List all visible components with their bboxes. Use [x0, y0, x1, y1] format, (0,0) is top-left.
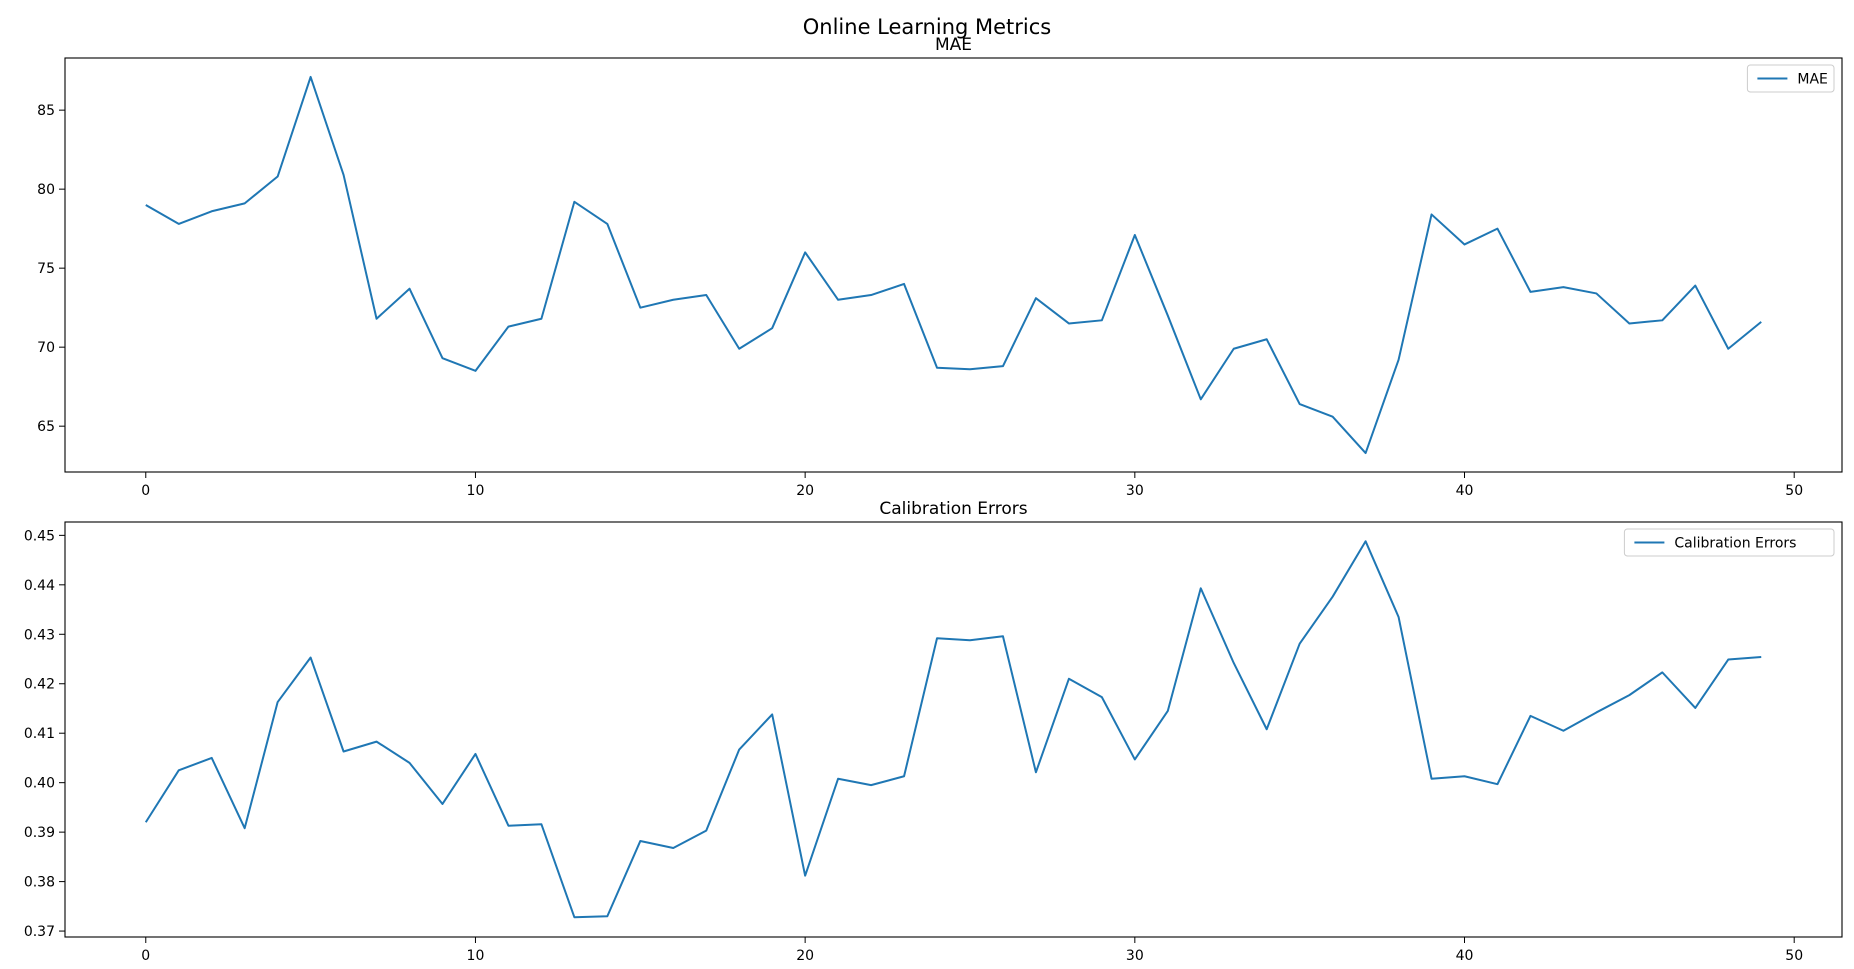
y-tick-label: 70 [37, 340, 55, 356]
legend: MAE [1746, 64, 1835, 93]
x-tick-label: 10 [467, 948, 485, 964]
subplot-title: Calibration Errors [879, 499, 1027, 519]
plot-frame [64, 521, 1843, 938]
x-tick-label: 50 [1785, 483, 1803, 499]
figure-title: Online Learning Metrics [803, 15, 1051, 39]
y-tick-label: 0.41 [24, 726, 55, 742]
x-tick-label: 30 [1126, 948, 1144, 964]
x-tick-label: 0 [141, 948, 150, 964]
y-tick-label: 0.37 [24, 924, 55, 940]
x-tick-label: 10 [467, 483, 485, 499]
x-tick-label: 20 [796, 483, 814, 499]
y-tick-label: 0.38 [24, 875, 55, 891]
legend-label: MAE [1797, 72, 1828, 88]
y-tick-label: 65 [37, 419, 55, 435]
legend: Calibration Errors [1623, 528, 1835, 557]
series-line-calibration [144, 540, 1762, 919]
y-tick-label: 0.43 [24, 627, 55, 643]
subplot-mae: MAE 0 10 20 30 40 50 65 70 75 80 85 MAE [37, 35, 1843, 499]
series-line-mae [145, 75, 1762, 455]
y-tick-label: 85 [37, 103, 55, 119]
y-tick-label: 0.39 [24, 825, 55, 841]
x-tick-label: 50 [1785, 948, 1803, 964]
y-tick-label: 0.42 [24, 677, 55, 693]
subplot-title: MAE [935, 35, 972, 55]
legend-label: Calibration Errors [1674, 536, 1796, 552]
y-tick-label: 0.40 [24, 776, 55, 792]
x-tick-label: 40 [1456, 483, 1474, 499]
legend-box [1746, 64, 1835, 93]
y-tick-label: 0.45 [24, 528, 55, 544]
plot-frame [64, 57, 1843, 473]
y-tick-label: 0.44 [24, 578, 55, 594]
x-tick-label: 0 [141, 483, 150, 499]
y-tick-label: 80 [37, 182, 55, 198]
x-tick-label: 30 [1126, 483, 1144, 499]
subplot-calibration: Calibration Errors 0 10 20 30 40 50 0.37 0.38 0.3… [24, 499, 1843, 964]
y-tick-label: 75 [37, 261, 55, 277]
x-tick-label: 40 [1456, 948, 1474, 964]
legend-box [1623, 528, 1835, 557]
x-tick-label: 20 [796, 948, 814, 964]
